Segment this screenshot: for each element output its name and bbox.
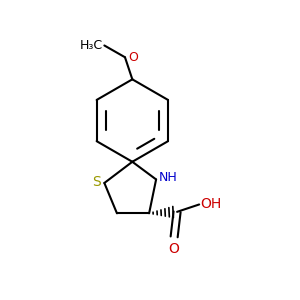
Text: O: O (128, 51, 138, 64)
Text: S: S (92, 175, 101, 188)
Text: NH: NH (159, 171, 178, 184)
Text: O: O (169, 242, 180, 256)
Text: H₃C: H₃C (80, 39, 103, 52)
Text: OH: OH (201, 197, 222, 212)
